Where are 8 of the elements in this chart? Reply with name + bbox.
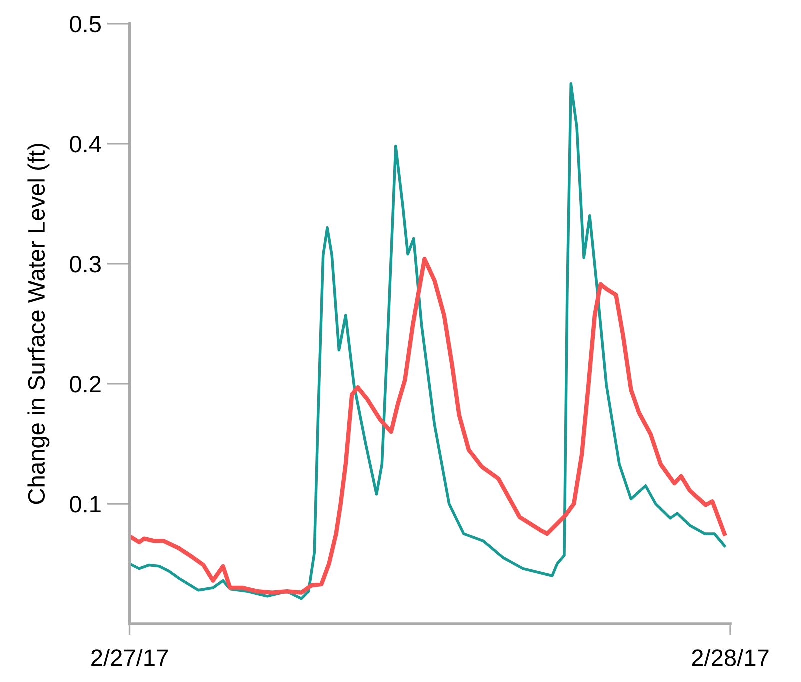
y-tick-label: 0.3 [70,256,101,273]
y-tick-label: 0.5 [70,16,101,33]
x-tick-label: 2/28/17 [692,649,769,666]
y-tick-label: 0.4 [70,136,102,153]
x-tick-label: 2/27/17 [92,649,168,666]
y-tick-label: 0.1 [70,496,101,513]
y-tick-label: 0.2 [70,376,101,393]
y-axis-title: Change in Surface Water Level (ft) [28,144,50,504]
